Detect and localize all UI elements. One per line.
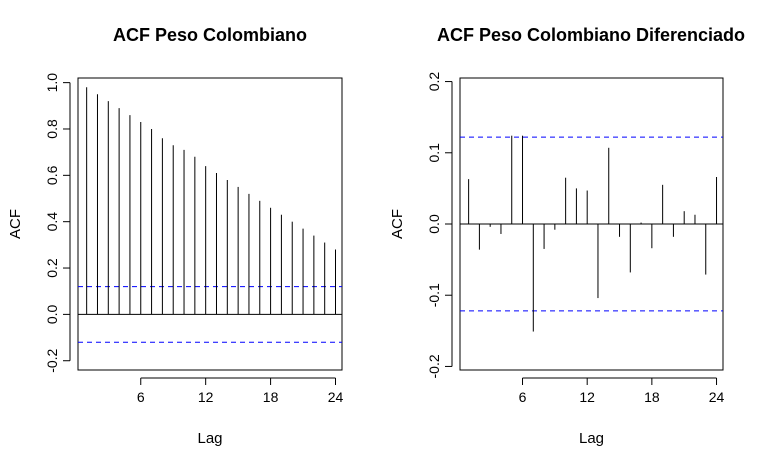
panel2-y-tick-label-4: 0.2 <box>426 72 442 92</box>
panel2-x-tick-label-24: 24 <box>709 389 725 405</box>
panel2-y-tick-label-1: -0.1 <box>426 283 442 307</box>
panel2-x-axis-label: Lag <box>579 430 604 447</box>
panel1-y-axis-label: ACF <box>7 209 24 239</box>
panel1-y-tick-label-4: 0.6 <box>44 165 60 185</box>
panel1-x-tick-label-24: 24 <box>328 389 344 405</box>
panel2-y-tick-label-0: -0.2 <box>426 354 442 378</box>
panel1-y-tick-label-2: 0.2 <box>44 258 60 278</box>
panel2-y-tick-label-3: 0.1 <box>426 143 442 163</box>
panel1-y-tick-label-0: -0.2 <box>44 348 60 372</box>
panel1-x-tick-label-12: 12 <box>198 389 214 405</box>
panel1-y-tick-label-3: 0.4 <box>44 212 60 232</box>
panel1-x-tick-label-6: 6 <box>137 389 145 405</box>
panel2-chart-title: ACF Peso Colombiano Diferenciado <box>437 25 745 45</box>
panel2-x-tick-label-18: 18 <box>644 389 660 405</box>
panel2-y-axis-label: ACF <box>389 209 406 239</box>
panel1-x-tick-label-18: 18 <box>263 389 279 405</box>
panel1-y-tick-label-6: 1.0 <box>44 73 60 93</box>
panel2-x-tick-label-6: 6 <box>519 389 527 405</box>
panel1-y-tick-label-5: 0.8 <box>44 119 60 139</box>
panel2-x-tick-label-12: 12 <box>579 389 595 405</box>
panel1-y-tick-label-1: 0.0 <box>44 304 60 324</box>
panel2-y-tick-label-2: 0.0 <box>426 214 442 234</box>
panel1-x-axis-label: Lag <box>197 430 222 447</box>
panel1-chart-title: ACF Peso Colombiano <box>113 25 307 45</box>
panel1-plot-frame <box>77 77 343 371</box>
